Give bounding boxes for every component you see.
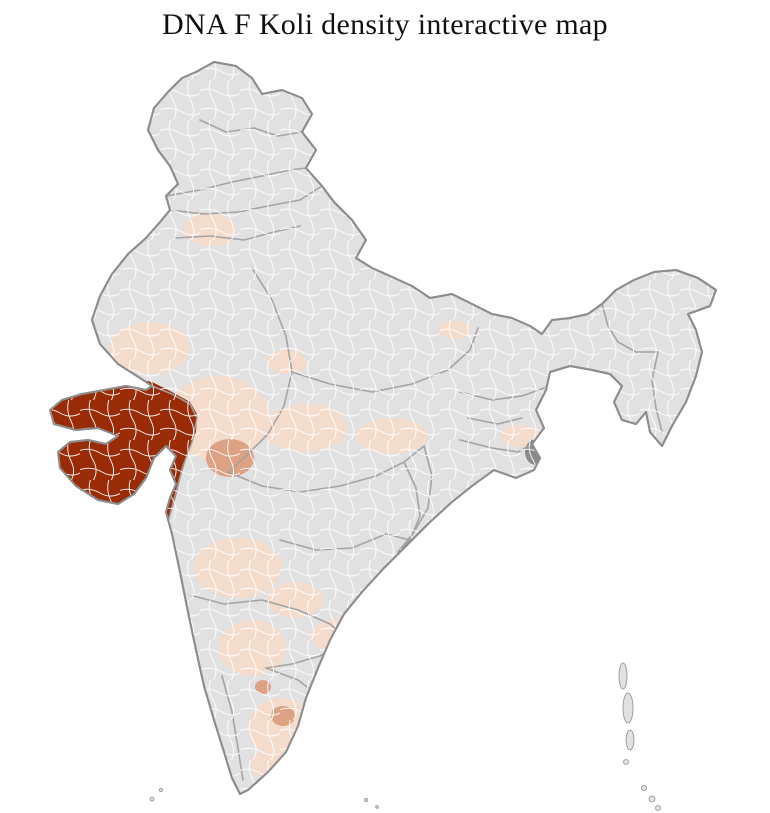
- page-title: DNA F Koli density interactive map: [162, 8, 608, 41]
- island-andaman[interactable]: [622, 692, 634, 724]
- islands: [149, 662, 661, 811]
- district-grid: [50, 62, 716, 794]
- island-andaman[interactable]: [625, 729, 635, 751]
- island-andaman[interactable]: [623, 759, 629, 765]
- island-lakshadweep[interactable]: [149, 796, 155, 802]
- island-lakshadweep[interactable]: [158, 788, 163, 793]
- islet[interactable]: [375, 805, 379, 809]
- island-nicobar[interactable]: [648, 795, 656, 803]
- islet[interactable]: [363, 798, 368, 803]
- island-andaman[interactable]: [618, 662, 628, 690]
- island-nicobar[interactable]: [655, 805, 661, 811]
- island-nicobar[interactable]: [641, 785, 647, 791]
- country-border: [49, 61, 717, 795]
